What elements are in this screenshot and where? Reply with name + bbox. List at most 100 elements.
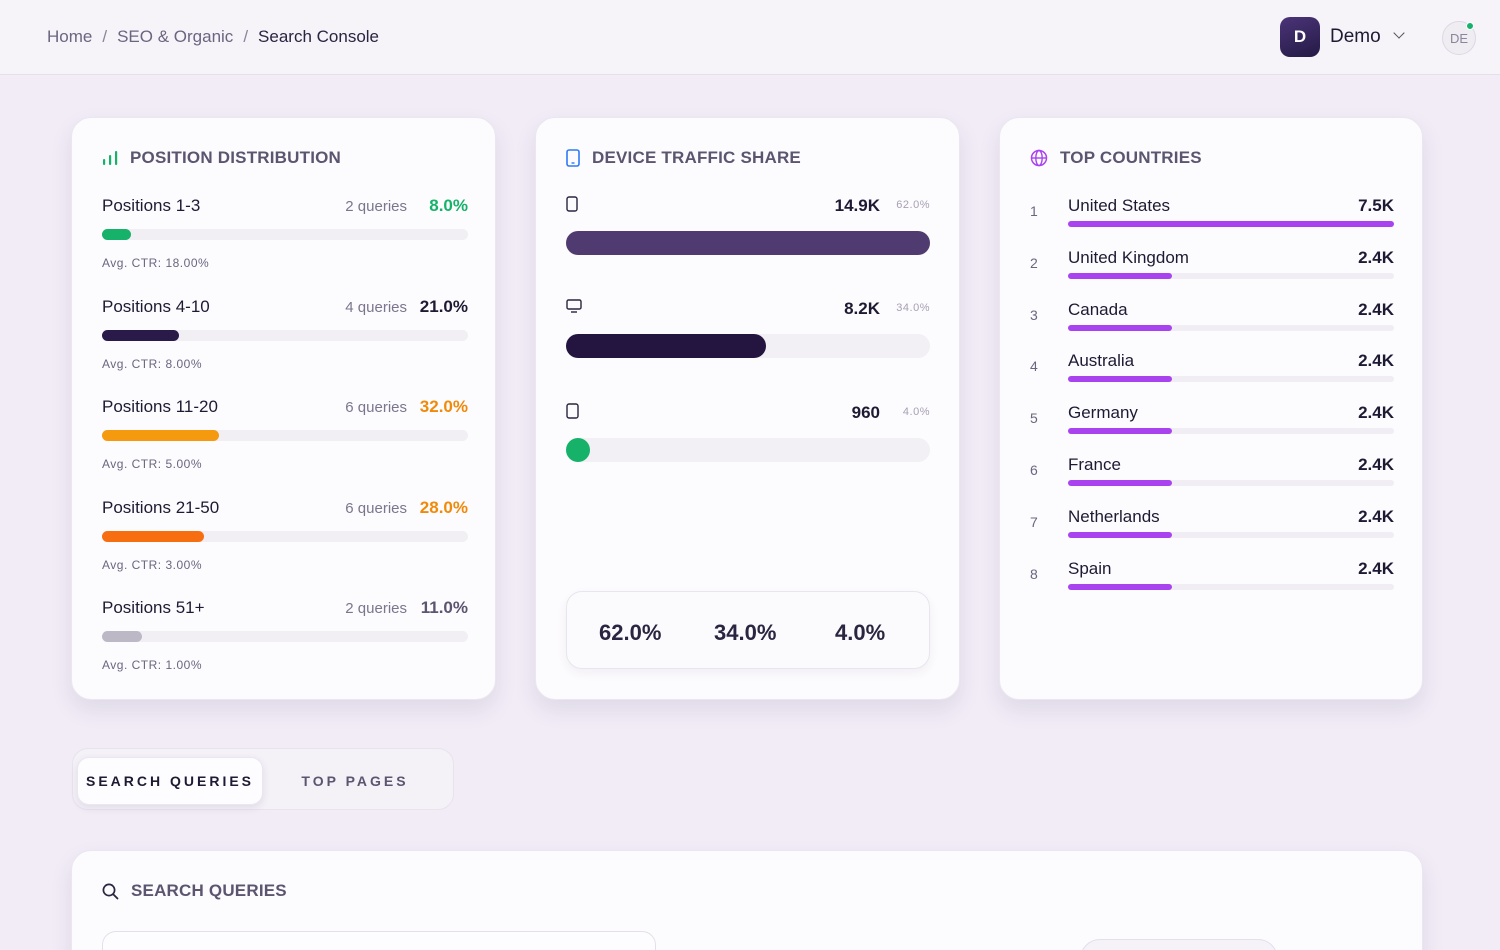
position-label: Positions 11-20 xyxy=(102,397,218,416)
position-label: Positions 21-50 xyxy=(102,498,220,517)
position-label: Positions 51+ xyxy=(102,598,205,617)
country-rank: 8 xyxy=(1030,565,1038,582)
position-avg-ctr: Avg. CTR: 1.00% xyxy=(102,658,202,672)
search-queries-title: SEARCH QUERIES xyxy=(102,881,287,901)
country-rank: 3 xyxy=(1030,306,1038,323)
position-share-pct: 8.0% xyxy=(429,196,468,215)
position-avg-ctr: Avg. CTR: 5.00% xyxy=(102,457,202,471)
card-title-text: SEARCH QUERIES xyxy=(131,881,287,900)
device-share-pct: 4.0% xyxy=(902,406,930,418)
card-title-text: DEVICE TRAFFIC SHARE xyxy=(592,148,801,167)
position-distribution-card: POSITION DISTRIBUTION Positions 1-3 2 que… xyxy=(71,117,496,700)
breadcrumb: Home / SEO & Organic / Search Console xyxy=(47,27,379,47)
country-visits: 2.4K xyxy=(1358,506,1394,526)
position-query-count: 6 queries xyxy=(345,500,407,517)
top-countries-card: TOP COUNTRIES 1 United States 7.5K 2 United … xyxy=(999,117,1423,700)
country-bar-fill xyxy=(1068,221,1394,227)
position-label: Positions 4-10 xyxy=(102,297,210,316)
country-bar-fill xyxy=(1068,324,1172,331)
breadcrumb-current: Search Console xyxy=(258,27,380,46)
search-icon xyxy=(102,883,119,899)
country-bar-fill xyxy=(1068,272,1172,279)
device-share-pct: 62.0% xyxy=(896,199,930,211)
country-bar-fill xyxy=(1068,428,1172,435)
top-bar: Home / SEO & Organic / Search Console D … xyxy=(0,0,1500,75)
position-bar-track xyxy=(102,430,468,441)
position-query-count: 2 queries xyxy=(345,198,407,215)
device-bar-fill xyxy=(566,438,590,462)
device-share-pct: 34.0% xyxy=(896,302,930,314)
position-bar-track xyxy=(102,229,468,240)
device-traffic-card: DEVICE TRAFFIC SHARE 14.9K 62.0% 8.2K 34.0%… xyxy=(535,117,960,700)
position-avg-ctr: Avg. CTR: 3.00% xyxy=(102,558,202,572)
device-bar-fill xyxy=(566,334,766,358)
position-share-pct: 32.0% xyxy=(419,397,468,416)
device-traffic-title: DEVICE TRAFFIC SHARE xyxy=(566,148,801,168)
device-visits: 960 xyxy=(851,403,880,422)
country-name: France xyxy=(1068,455,1121,474)
country-name: Australia xyxy=(1068,351,1135,371)
position-query-count: 6 queries xyxy=(345,399,407,416)
country-bar-track xyxy=(1068,324,1394,331)
position-bar-fill xyxy=(102,531,204,542)
breadcrumb-seo[interactable]: SEO & Organic xyxy=(117,27,234,46)
mobile-icon xyxy=(566,196,578,217)
country-bar-track xyxy=(1068,272,1394,279)
position-label: Positions 1-3 xyxy=(102,196,201,215)
tab-top-pages[interactable]: TOP PAGES xyxy=(301,773,409,789)
country-visits: 2.4K xyxy=(1358,455,1394,474)
tab-search-queries[interactable]: SEARCH QUERIES xyxy=(77,757,263,805)
card-title-text: POSITION DISTRIBUTION xyxy=(130,148,342,167)
position-share-pct: 11.0% xyxy=(420,598,468,617)
user-avatar[interactable]: DE xyxy=(1442,21,1476,55)
position-bar-track xyxy=(102,330,468,341)
country-bar-track xyxy=(1068,531,1394,538)
country-name: Spain xyxy=(1068,558,1112,578)
country-bar-track xyxy=(1068,480,1394,486)
country-rank: 6 xyxy=(1030,462,1038,478)
summary-desktop-pct: 34.0% xyxy=(714,620,777,645)
device-summary: 62.0% 34.0% 4.0% xyxy=(566,591,930,669)
user-initials: DE xyxy=(1449,30,1469,46)
device-bar-track xyxy=(566,438,930,462)
position-share-pct: 21.0% xyxy=(419,297,468,316)
globe-icon xyxy=(1030,149,1048,167)
device-bar-track xyxy=(566,231,930,255)
country-visits: 2.4K xyxy=(1358,247,1394,267)
position-bar-fill xyxy=(102,229,131,240)
device-visits: 14.9K xyxy=(834,196,880,215)
desktop-icon xyxy=(566,299,582,318)
country-name: Netherlands xyxy=(1068,506,1160,526)
country-name: Germany xyxy=(1068,403,1138,423)
search-queries-card: SEARCH QUERIES xyxy=(71,850,1423,950)
breadcrumb-separator: / xyxy=(102,27,108,46)
country-rank: 2 xyxy=(1030,254,1038,271)
device-bar-track xyxy=(566,334,930,358)
breadcrumb-home[interactable]: Home xyxy=(47,27,93,46)
country-visits: 2.4K xyxy=(1358,351,1394,371)
country-visits: 2.4K xyxy=(1358,299,1394,319)
country-bar-track xyxy=(1068,428,1394,435)
breadcrumb-separator: / xyxy=(243,27,249,46)
workspace-switcher[interactable]: D Demo xyxy=(1280,17,1405,57)
view-tabs: SEARCH QUERIES TOP PAGES xyxy=(72,748,454,810)
workspace-name: Demo xyxy=(1330,26,1381,47)
country-bar-fill xyxy=(1068,531,1172,538)
filter-select[interactable] xyxy=(1080,939,1278,950)
search-input[interactable] xyxy=(102,931,656,950)
tablet-icon xyxy=(566,403,579,424)
chevron-down-icon xyxy=(1395,29,1405,39)
position-bar-track xyxy=(102,531,468,542)
country-bar-fill xyxy=(1068,376,1172,383)
position-bar-track xyxy=(102,631,468,642)
position-share-pct: 28.0% xyxy=(419,498,468,517)
country-bar-fill xyxy=(1068,480,1172,486)
country-visits: 2.4K xyxy=(1358,558,1394,578)
country-name: United Kingdom xyxy=(1068,247,1189,267)
country-bar-track xyxy=(1068,376,1394,383)
position-bar-fill xyxy=(102,430,219,441)
country-rank: 4 xyxy=(1030,358,1038,375)
country-bar-track xyxy=(1068,221,1394,227)
workspace-avatar: D xyxy=(1280,17,1320,57)
position-avg-ctr: Avg. CTR: 8.00% xyxy=(102,357,202,371)
